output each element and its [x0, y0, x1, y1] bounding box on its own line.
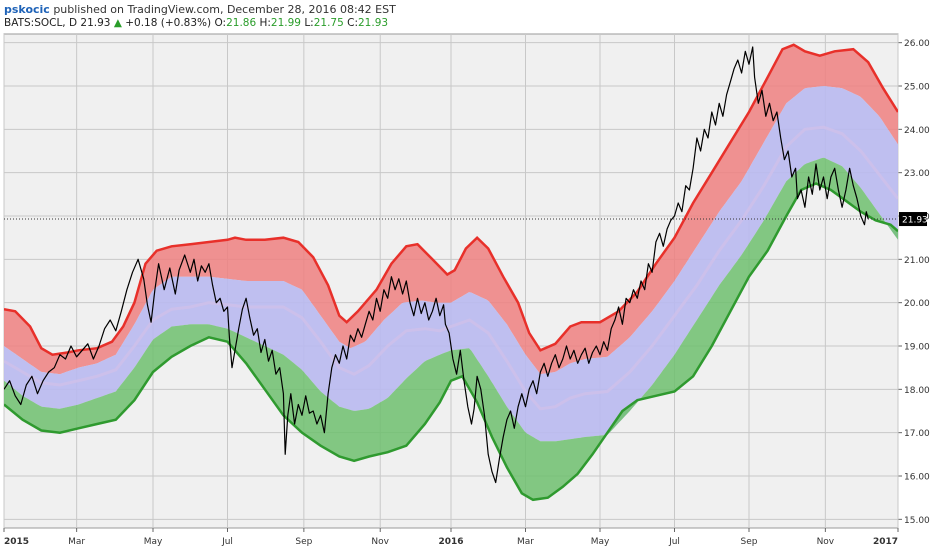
price-change: +0.18 (+0.83%): [125, 17, 212, 29]
middle-line: [4, 125, 898, 411]
lower-band-fill: [4, 157, 898, 500]
y-tick-label: 25.00: [904, 83, 930, 93]
low-label: L:: [304, 17, 314, 29]
x-tick-label: May: [591, 537, 610, 547]
y-tick-label: 15.00: [904, 516, 930, 526]
x-tick-label: 2017: [873, 537, 898, 547]
middle-band-fill: [4, 86, 898, 442]
x-tick-label: 2015: [4, 537, 29, 547]
symbol-label: BATS:SOCL, D: [4, 17, 78, 29]
y-tick-label: 23.00: [904, 169, 930, 179]
upper-band-line: [4, 43, 898, 357]
y-tick-label: 16.00: [904, 473, 930, 483]
last-price-marker: [899, 212, 927, 227]
high-label: H:: [259, 17, 271, 29]
low-value: 21.75: [313, 17, 344, 29]
y-tick-label: 18.00: [904, 386, 930, 396]
y-tick-label: 24.00: [904, 126, 930, 136]
x-tick-label: Nov: [817, 537, 835, 547]
x-tick-label: May: [144, 537, 163, 547]
x-tick-label: Mar: [517, 537, 534, 547]
close-label: C:: [347, 17, 358, 29]
x-tick-label: Jul: [221, 537, 233, 547]
x-tick-label: Sep: [295, 537, 312, 547]
open-value: 21.86: [226, 17, 257, 29]
y-tick-label: 21.00: [904, 256, 930, 266]
symbol-ohlc-header: BATS:SOCL, D 21.93 ▲ +0.18 (+0.83%) O:21…: [4, 17, 388, 29]
x-tick-label: Nov: [371, 537, 389, 547]
price-line: [4, 46, 869, 484]
publication-header: pskocic published on TradingView.com, De…: [4, 3, 396, 16]
x-tick-label: Jul: [668, 537, 680, 547]
y-tick-label: 20.00: [904, 299, 930, 309]
high-value: 21.99: [270, 17, 301, 29]
open-label: O:: [214, 17, 227, 29]
close-value: 21.93: [358, 17, 389, 29]
last-price-label: 21.93: [902, 216, 928, 226]
x-tick-label: 2016: [438, 537, 463, 547]
y-tick-label: 19.00: [904, 343, 930, 353]
bands-group: [4, 43, 898, 502]
y-tick-label: 26.00: [904, 39, 930, 49]
upper-band-fill: [4, 45, 898, 375]
published-text: published on TradingView.com, December 2…: [53, 3, 396, 16]
author-name[interactable]: pskocic: [4, 3, 50, 16]
last-price: 21.93: [80, 17, 111, 29]
x-tick-label: Mar: [68, 537, 85, 547]
up-arrow-icon: ▲: [113, 17, 122, 29]
x-tick-label: Sep: [741, 537, 758, 547]
y-tick-label: 17.00: [904, 429, 930, 439]
lower-band-line: [4, 182, 898, 502]
